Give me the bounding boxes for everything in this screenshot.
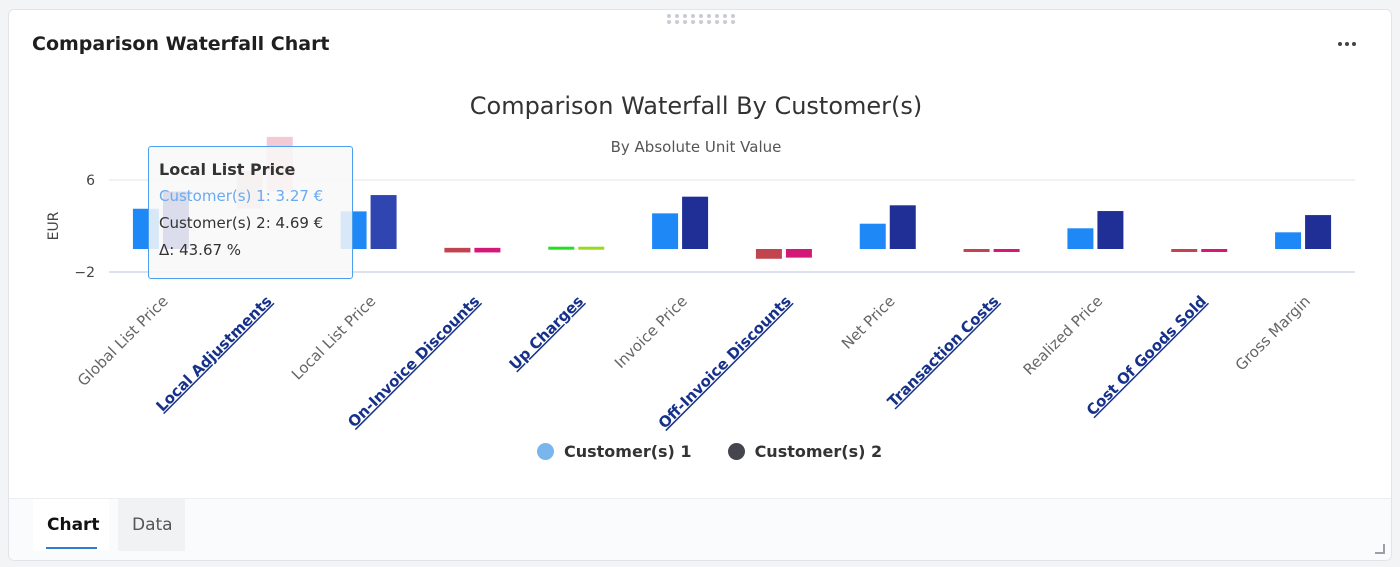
x-tick-label: Local List Price	[288, 292, 379, 383]
resize-handle-icon[interactable]	[1375, 544, 1385, 554]
legend-label: Customer(s) 1	[564, 442, 692, 461]
x-tick-label: Invoice Price	[611, 292, 691, 372]
bar-1-on-invoice-discounts[interactable]	[444, 247, 471, 253]
y-tick-label: 6	[86, 173, 95, 189]
tooltip-title: Local List Price	[159, 160, 296, 179]
bar-1-up-charges[interactable]	[548, 246, 575, 250]
tab-label: Data	[132, 515, 173, 535]
more-dot-icon	[1338, 42, 1342, 46]
x-tick-label: Global List Price	[74, 292, 172, 390]
x-tick-label[interactable]: Transaction Costs	[884, 292, 1003, 411]
tooltip-line-delta: Δ: 43.67 %	[159, 241, 242, 259]
x-tick-label: Gross Margin	[1232, 292, 1314, 374]
bar-1-cost-of-goods-sold[interactable]	[1171, 249, 1198, 252]
bar-2-net-price[interactable]	[889, 205, 916, 249]
legend-dot-icon	[537, 443, 554, 460]
legend-item-customer-1[interactable]: Customer(s) 1	[537, 442, 692, 461]
x-tick-label: Realized Price	[1020, 292, 1107, 379]
chart-title: Comparison Waterfall By Customer(s)	[470, 92, 923, 120]
bar-2-transaction-costs[interactable]	[993, 249, 1020, 252]
x-tick-label: Net Price	[838, 292, 899, 353]
bar-2-invoice-price[interactable]	[682, 196, 709, 249]
legend: Customer(s) 1 Customer(s) 2	[537, 442, 882, 461]
x-tick-label[interactable]: Up Charges	[506, 292, 587, 373]
tab-label: Chart	[47, 515, 100, 535]
bar-1-gross-margin[interactable]	[1275, 232, 1302, 249]
bar-1-invoice-price[interactable]	[652, 213, 679, 249]
more-options-button[interactable]	[1333, 32, 1361, 56]
bar-2-up-charges[interactable]	[578, 246, 605, 250]
card-title: Comparison Waterfall Chart	[32, 33, 330, 55]
y-tick-label: −2	[74, 265, 95, 281]
x-tick-label[interactable]: Local Adjustments	[152, 292, 275, 415]
bar-2-local-list-price[interactable]	[370, 195, 397, 249]
drag-handle[interactable]	[667, 14, 737, 28]
more-dot-icon	[1345, 42, 1349, 46]
chart-subtitle: By Absolute Unit Value	[611, 138, 782, 156]
tab-data[interactable]: Data	[118, 499, 185, 551]
bar-1-transaction-costs[interactable]	[963, 249, 990, 252]
bar-2-on-invoice-discounts[interactable]	[474, 247, 501, 253]
bar-1-off-invoice-discounts[interactable]	[755, 249, 782, 259]
bar-2-cost-of-goods-sold[interactable]	[1201, 249, 1228, 252]
legend-item-customer-2[interactable]: Customer(s) 2	[727, 442, 883, 461]
bar-2-off-invoice-discounts[interactable]	[785, 249, 812, 258]
bar-2-gross-margin[interactable]	[1305, 215, 1332, 249]
bar-2-realized-price[interactable]	[1097, 211, 1124, 249]
bar-1-realized-price[interactable]	[1067, 228, 1094, 249]
legend-label: Customer(s) 2	[754, 442, 883, 461]
y-axis-label: EUR	[46, 211, 62, 240]
tabs-bar: Chart Data	[9, 498, 1391, 560]
legend-dot-icon	[727, 443, 745, 460]
chart-card: Comparison Waterfall Chart Comparison Wa…	[8, 9, 1392, 561]
bar-1-net-price[interactable]	[859, 223, 886, 249]
y-tick-labels: 6 −2	[74, 173, 95, 281]
bar-tooltip: Local List Price Customer(s) 1: 3.27 € C…	[148, 146, 353, 279]
active-tab-indicator	[46, 547, 97, 549]
tooltip-line-customer-2: Customer(s) 2: 4.69 €	[159, 214, 324, 232]
more-dot-icon	[1352, 42, 1356, 46]
tooltip-line-customer-1: Customer(s) 1: 3.27 €	[159, 187, 324, 205]
x-tick-label[interactable]: Cost Of Goods Sold	[1083, 292, 1210, 419]
tab-chart[interactable]: Chart	[33, 499, 109, 551]
